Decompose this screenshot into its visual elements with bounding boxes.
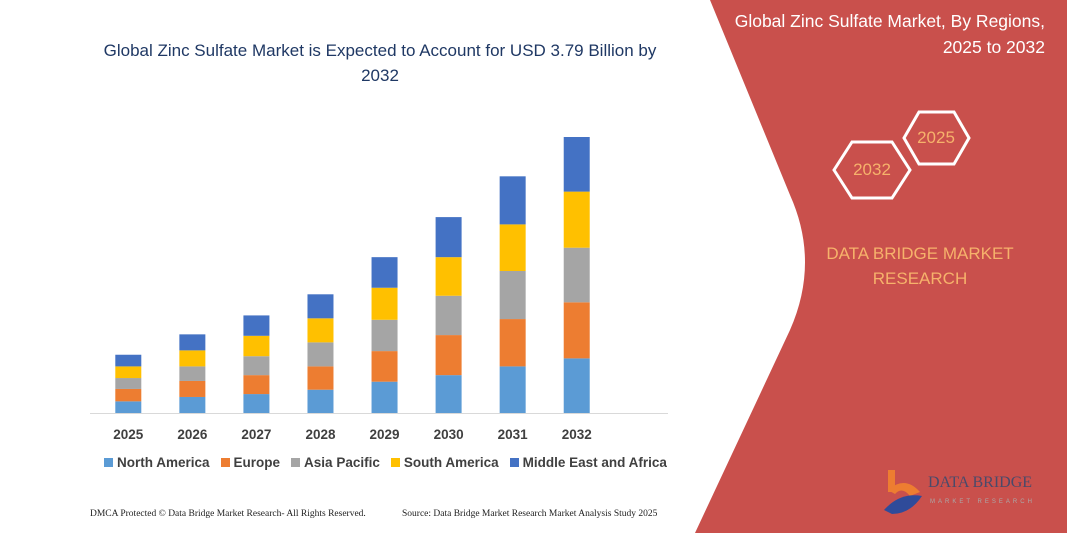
red-panel (695, 0, 1067, 533)
legend-item: Europe (220, 455, 281, 470)
bar-segment (179, 366, 206, 381)
bar-segment (563, 358, 590, 413)
legend-swatch (390, 458, 400, 467)
bar-segment (115, 378, 142, 389)
legend-item: South America (390, 455, 499, 470)
legend-swatch (291, 458, 301, 467)
bar-segment (115, 401, 142, 413)
bar-segment (307, 342, 334, 367)
legend-swatch (220, 458, 230, 467)
chart-title: Global Zinc Sulfate Market is Expected t… (103, 41, 657, 85)
legend-swatch (509, 458, 519, 467)
legend-label: Middle East and Africa (522, 455, 667, 470)
x-tick-label: 2029 (370, 427, 400, 442)
bar-segment (243, 394, 270, 413)
footer-copyright: DMCA Protected © Data Bridge Market Rese… (90, 509, 366, 519)
legend: North America Europe Asia Pacific South Ame… (104, 455, 667, 470)
x-tick-label: 2026 (177, 427, 208, 442)
bar-segment (307, 389, 334, 413)
bar-segment (499, 366, 526, 413)
legend-item: Middle East and Africa (509, 455, 667, 470)
bar-segment (371, 319, 398, 352)
legend-label: South America (403, 455, 499, 470)
legend-item: Asia Pacific (291, 455, 380, 470)
x-tick-label: 2027 (241, 427, 271, 442)
bar-segment (563, 137, 590, 192)
bar-segment (115, 354, 142, 367)
legend-label: North America (117, 455, 210, 470)
bar-segment (563, 247, 590, 303)
hexagon-2032 (832, 140, 912, 200)
bar-segment (179, 380, 206, 397)
legend-item: North America (104, 455, 210, 470)
bar-segment (435, 257, 462, 296)
bar-segment (371, 351, 398, 382)
bar-segment (243, 335, 270, 357)
bar-segment (435, 217, 462, 258)
legend-label: Asia Pacific (304, 455, 380, 470)
x-tick-label: 2032 (562, 427, 592, 442)
legend-swatch (104, 458, 113, 467)
bar-segment (499, 224, 526, 271)
bar-segment (371, 257, 398, 288)
x-tick-label: 2030 (434, 427, 464, 442)
brand-text: DATA BRIDGE MARKET RESEARCH (826, 244, 1014, 288)
bars (115, 137, 590, 413)
bar-segment (563, 302, 590, 359)
x-tick-label: 2031 (498, 427, 529, 442)
footer-source: Source: Data Bridge Market Research Mark… (402, 509, 658, 519)
bar-segment (499, 270, 526, 320)
bar-segment (435, 295, 462, 336)
hex-label-2032: 2032 (853, 160, 891, 179)
bar-segment (563, 191, 590, 248)
bar-segment (243, 375, 270, 395)
logo-icon (884, 470, 922, 514)
x-tick-label: 2025 (113, 427, 144, 442)
bar-segment (307, 366, 334, 390)
bar-segment (115, 388, 142, 402)
bar-segment (435, 375, 462, 413)
x-tick-labels: 2025 2026 2027 2028 2029 2030 2031 2032 (113, 427, 591, 442)
bar-segment (243, 315, 270, 336)
x-tick-label: 2028 (305, 427, 336, 442)
bar-segment (499, 319, 526, 367)
bar-segment (307, 318, 334, 343)
bar-segment (307, 294, 334, 319)
bar-segment (243, 356, 270, 376)
bar-segment (371, 381, 398, 413)
logo-subtext: MARKET RESEARCH (930, 499, 1035, 505)
bar-segment (115, 366, 142, 379)
hexagon-2025 (902, 110, 971, 166)
panel-title: Global Zinc Sulfate Market, By Regions, … (734, 11, 1045, 57)
bar-segment (179, 334, 206, 351)
hex-label-2025: 2025 (917, 128, 955, 147)
logo-text: DATA BRIDGE (928, 474, 1033, 491)
bar-segment (179, 396, 206, 413)
bar-segment (435, 335, 462, 376)
bar-segment (371, 287, 398, 320)
bar-segment (499, 176, 526, 225)
legend-label: Europe (233, 455, 281, 470)
bar-segment (179, 350, 206, 367)
